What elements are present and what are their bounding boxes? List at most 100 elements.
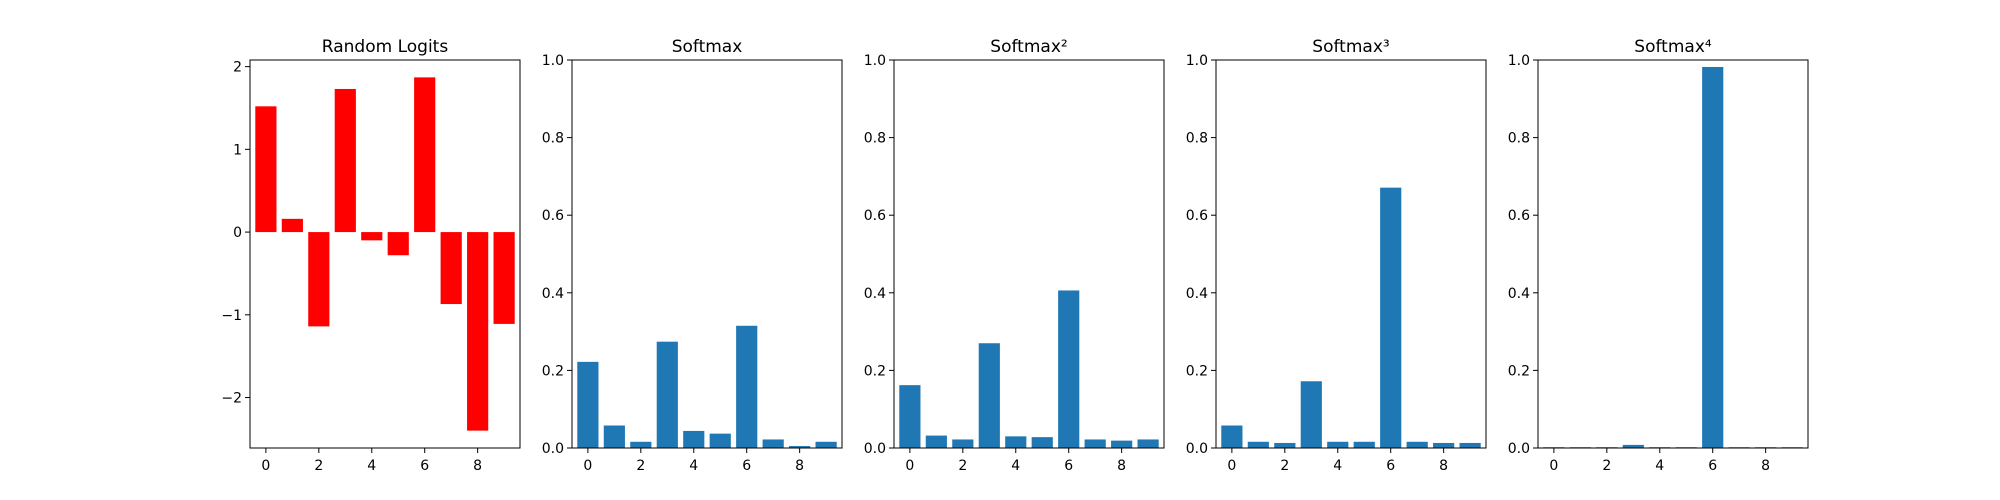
axes-frame-3: [1215, 59, 1487, 449]
xtick-label-1-4: 8: [795, 458, 804, 474]
xtick-label-3-1: 2: [1280, 458, 1289, 474]
ytick-label-0-3: 1: [233, 142, 242, 158]
bar-1-0: [577, 361, 599, 448]
bar-2-0: [899, 385, 921, 448]
bar-3-5: [1353, 441, 1375, 448]
xtick-label-0-4: 8: [473, 458, 482, 474]
bar-2-6: [1058, 290, 1080, 448]
bar-2-8: [1111, 440, 1133, 448]
xtick-label-1-2: 4: [689, 458, 698, 474]
chart-panel-4: 0.0 0.2 0.4 0.6 0.8 1.0 0 2 4 6 8 Softmax⁴: [1508, 37, 1809, 474]
bar-0-2: [308, 232, 330, 327]
chart-title-4: Softmax⁴: [1634, 37, 1712, 57]
xtick-label-2-0: 0: [905, 458, 914, 474]
ytick-label-0-4: 2: [233, 60, 242, 76]
ytick-label-2-3: 0.6: [864, 208, 886, 224]
bar-0-3: [334, 88, 356, 233]
axes-frame-0: [249, 59, 521, 449]
bar-3-1: [1247, 441, 1269, 448]
ytick-label-4-4: 0.8: [1508, 131, 1530, 147]
xtick-label-4-2: 4: [1655, 458, 1664, 474]
ytick-label-2-1: 0.2: [864, 363, 886, 379]
xtick-label-3-4: 8: [1439, 458, 1448, 474]
ytick-label-4-3: 0.6: [1508, 208, 1530, 224]
ytick-label-4-1: 0.2: [1508, 363, 1530, 379]
bar-3-0: [1221, 425, 1243, 448]
bar-0-9: [493, 232, 515, 324]
ytick-label-3-4: 0.8: [1186, 131, 1208, 147]
bar-3-6: [1380, 187, 1402, 448]
xtick-label-4-3: 6: [1708, 458, 1717, 474]
bar-1-8: [789, 446, 811, 448]
bar-1-2: [630, 441, 652, 448]
bar-1-4: [683, 430, 705, 448]
bar-2-1: [925, 435, 947, 448]
bar-4-6: [1702, 66, 1724, 448]
bar-4-3: [1622, 444, 1644, 448]
ytick-label-1-5: 1.0: [542, 53, 564, 69]
ytick-label-2-5: 1.0: [864, 53, 886, 69]
ytick-label-0-1: −1: [221, 308, 242, 324]
xtick-label-0-0: 0: [261, 458, 270, 474]
xtick-label-2-3: 6: [1064, 458, 1073, 474]
bar-2-3: [978, 343, 1000, 448]
chart-panel-0: −2 −1 0 1 2 0 2 4 6 8 Random Logits: [221, 37, 521, 474]
axes-frame-2: [893, 59, 1165, 449]
bar-0-8: [467, 232, 489, 431]
xtick-label-4-1: 2: [1602, 458, 1611, 474]
ytick-label-3-1: 0.2: [1186, 363, 1208, 379]
ytick-label-0-2: 0: [233, 225, 242, 241]
ytick-label-2-4: 0.8: [864, 131, 886, 147]
bar-0-4: [361, 232, 383, 241]
bar-1-9: [815, 441, 837, 448]
ytick-label-4-5: 1.0: [1508, 53, 1530, 69]
chart-panel-3: 0.0 0.2 0.4 0.6 0.8 1.0 0 2 4 6 8 Softmax³: [1186, 37, 1487, 474]
bar-2-7: [1084, 439, 1106, 448]
chart-title-2: Softmax²: [990, 37, 1067, 57]
ytick-label-0-0: −2: [221, 391, 242, 407]
bar-0-6: [414, 77, 436, 233]
xtick-label-3-2: 4: [1333, 458, 1342, 474]
bar-1-5: [709, 433, 731, 448]
ytick-label-3-3: 0.6: [1186, 208, 1208, 224]
xtick-label-0-2: 4: [367, 458, 376, 474]
ytick-label-1-1: 0.2: [542, 363, 564, 379]
ytick-label-2-0: 0.0: [864, 441, 886, 457]
bar-2-4: [1005, 436, 1027, 448]
ytick-label-1-4: 0.8: [542, 131, 564, 147]
bar-0-0: [255, 106, 277, 233]
bar-1-7: [762, 439, 784, 448]
bar-2-5: [1031, 437, 1053, 448]
bar-3-2: [1274, 442, 1296, 448]
chart-title-0: Random Logits: [322, 37, 449, 57]
chart-panel-2: 0.0 0.2 0.4 0.6 0.8 1.0 0 2 4 6 8 Softmax²: [864, 37, 1165, 474]
bar-3-3: [1300, 381, 1322, 448]
bar-3-7: [1406, 441, 1428, 448]
bar-1-3: [656, 341, 678, 448]
bar-3-4: [1327, 441, 1349, 448]
ytick-label-1-3: 0.6: [542, 208, 564, 224]
axes-frame-1: [571, 59, 843, 449]
bar-3-8: [1433, 442, 1455, 448]
bar-0-1: [281, 218, 303, 233]
xtick-label-1-1: 2: [636, 458, 645, 474]
xtick-label-0-1: 2: [314, 458, 323, 474]
ytick-label-3-2: 0.4: [1186, 286, 1208, 302]
xtick-label-4-0: 0: [1549, 458, 1558, 474]
chart-panel-1: 0.0 0.2 0.4 0.6 0.8 1.0 0 2 4 6 8 Softmax: [542, 37, 843, 474]
xtick-label-1-0: 0: [583, 458, 592, 474]
ytick-label-1-0: 0.0: [542, 441, 564, 457]
ytick-label-2-2: 0.4: [864, 286, 886, 302]
xtick-label-3-0: 0: [1227, 458, 1236, 474]
xtick-label-4-4: 8: [1761, 458, 1770, 474]
ytick-label-4-0: 0.0: [1508, 441, 1530, 457]
chart-title-3: Softmax³: [1312, 37, 1389, 57]
xtick-label-2-1: 2: [958, 458, 967, 474]
bar-0-5: [387, 232, 409, 256]
xtick-label-2-4: 8: [1117, 458, 1126, 474]
ytick-label-3-0: 0.0: [1186, 441, 1208, 457]
ytick-label-4-2: 0.4: [1508, 286, 1530, 302]
bar-2-2: [952, 439, 974, 448]
xtick-label-3-3: 6: [1386, 458, 1395, 474]
